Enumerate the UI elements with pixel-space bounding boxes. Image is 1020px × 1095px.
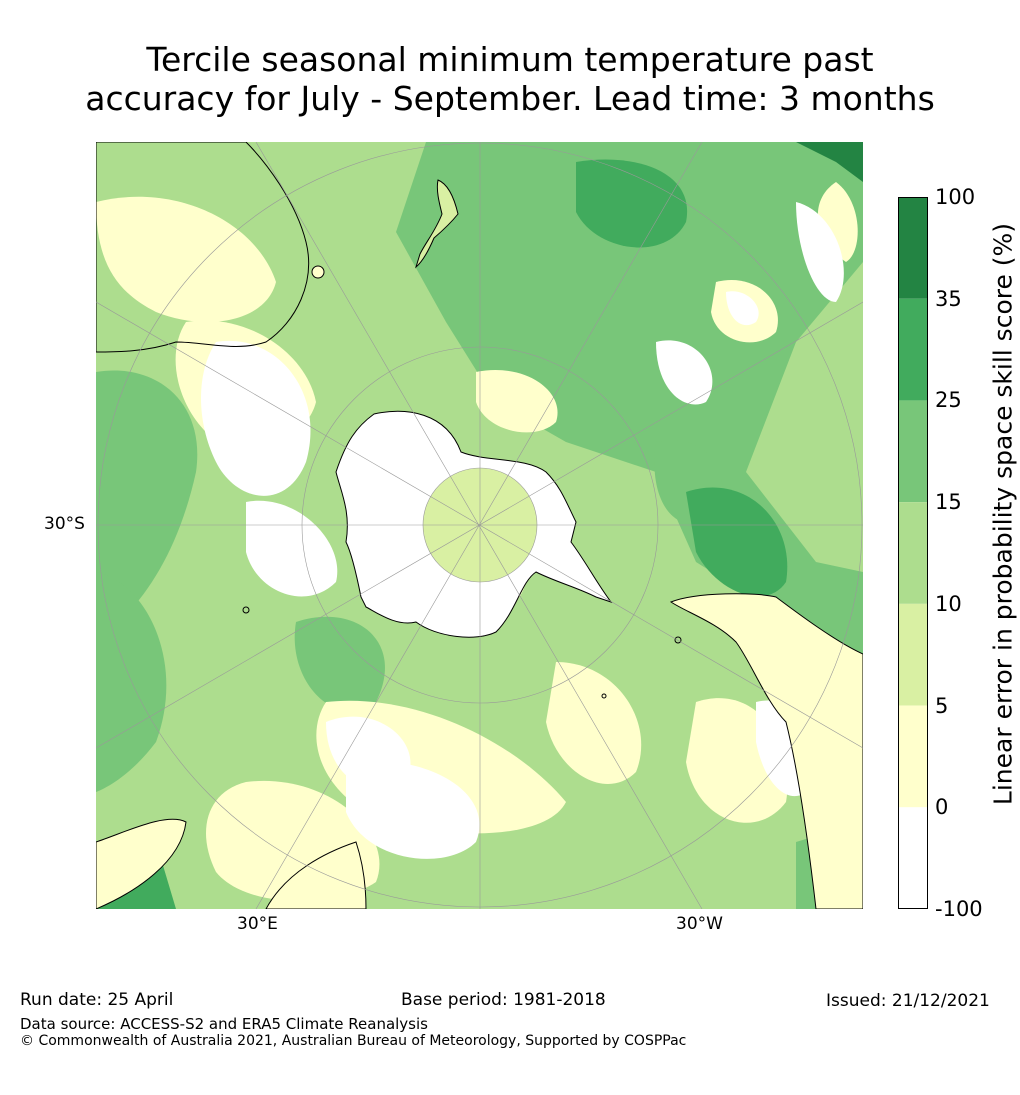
- colorbar-tick-label: 10: [935, 591, 962, 616]
- south-america-coast: [669, 593, 863, 909]
- colorbar-bin--100-to-0: [898, 807, 928, 909]
- colorbar-tick-label: 15: [935, 490, 962, 515]
- kerguelen-island: [242, 606, 250, 614]
- colorbar-border: [898, 197, 928, 909]
- colorbar-tick-label: 0: [935, 795, 949, 820]
- copyright: © Commonwealth of Australia 2021, Austra…: [20, 1033, 687, 1049]
- africa-coast: [96, 818, 367, 909]
- lon-label-30e: 30°E: [237, 914, 278, 934]
- lat-label-30s: 30°S: [44, 514, 85, 534]
- colorbar-bin-0-to-5: [898, 705, 928, 808]
- title-line-2: accuracy for July - September. Lead time…: [85, 79, 935, 118]
- south-georgia-island: [601, 693, 607, 699]
- colorbar-label: Linear error in probability space skill …: [988, 222, 1018, 806]
- base-period: Base period: 1981-2018: [401, 990, 606, 1010]
- colorbar-tick-label: -100: [935, 897, 983, 921]
- falkland-island: [674, 636, 682, 644]
- colorbar-tick-label: 35: [935, 286, 962, 311]
- colorbar-bin-35-to-100: [898, 197, 928, 299]
- colorbar-bin-25-to-35: [898, 298, 928, 401]
- new-zealand-coast: [415, 179, 459, 269]
- map-canvas: [96, 142, 863, 909]
- colorbar-bins: [898, 197, 928, 909]
- graticule: [96, 142, 863, 909]
- colorbar-bin-15-to-25: [898, 400, 928, 503]
- tasmania-island: [311, 265, 325, 279]
- run-date: Run date: 25 April: [20, 990, 174, 1010]
- australia-coast: [96, 142, 310, 353]
- title-line-1: Tercile seasonal minimum temperature pas…: [146, 40, 874, 79]
- colorbar-bin-10-to-15: [898, 502, 928, 604]
- colorbar-bin-5-to-10: [898, 603, 928, 706]
- colorbar-tick-label: 100: [935, 185, 976, 209]
- data-source: Data source: ACCESS-S2 and ERA5 Climate …: [20, 1015, 428, 1033]
- colorbar: [898, 197, 928, 909]
- colorbar-tick-label: 25: [935, 388, 962, 413]
- skill-score-map: [96, 142, 863, 909]
- lon-label-30w: 30°W: [676, 914, 723, 934]
- colorbar-tick-label: 5: [935, 693, 949, 718]
- issued-date: Issued: 21/12/2021: [826, 991, 990, 1011]
- skill-patches: [96, 142, 863, 909]
- chart-title: Tercile seasonal minimum temperature pas…: [0, 40, 1020, 118]
